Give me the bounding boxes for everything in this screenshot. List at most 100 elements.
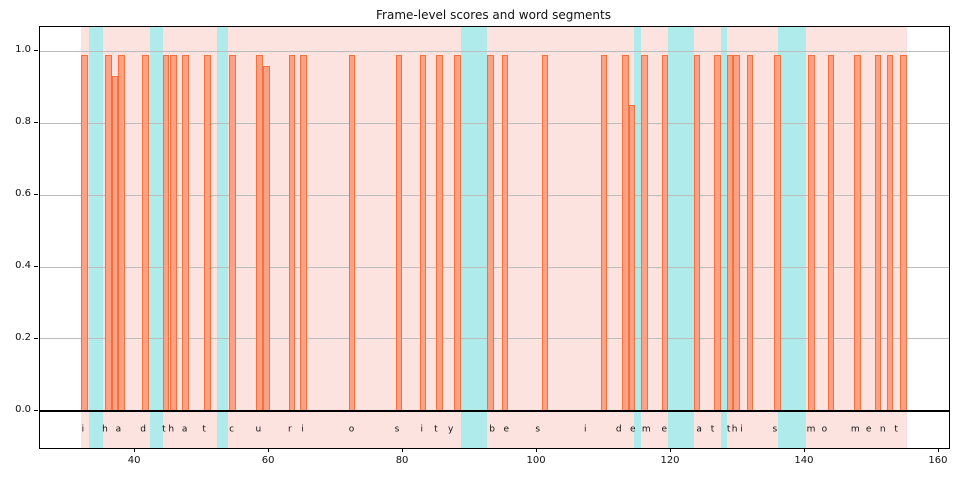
score-bar xyxy=(808,54,816,411)
score-bar xyxy=(104,54,112,411)
score-bar xyxy=(142,54,150,411)
y-tick xyxy=(34,337,38,339)
char-label: e xyxy=(865,424,872,435)
score-bar xyxy=(204,54,211,411)
score-bar xyxy=(453,54,461,411)
y-tick xyxy=(34,50,38,52)
y-tick xyxy=(34,194,38,196)
x-tick xyxy=(402,448,404,452)
x-tick xyxy=(937,448,939,452)
gridline xyxy=(40,194,949,196)
score-bar xyxy=(182,54,189,411)
score-bar xyxy=(600,54,608,411)
gridline xyxy=(40,338,949,340)
char-label: m xyxy=(806,424,816,435)
y-tick-label: 0.0 xyxy=(15,403,31,415)
char-label: i xyxy=(420,424,424,435)
y-tick-label: 0.6 xyxy=(15,188,31,200)
word-gap-span xyxy=(149,27,163,448)
char-label: u xyxy=(255,424,262,435)
score-bar xyxy=(169,54,177,411)
word-gap-span xyxy=(634,27,641,448)
score-bar xyxy=(661,54,669,411)
score-bar xyxy=(713,54,721,411)
x-tick xyxy=(670,448,671,452)
score-bar xyxy=(886,54,894,411)
score-bar xyxy=(733,54,740,411)
score-bar xyxy=(395,54,403,411)
char-label: e xyxy=(630,424,636,435)
char-label: i xyxy=(81,424,85,435)
char-label: d xyxy=(615,424,622,435)
y-tick xyxy=(34,266,38,267)
x-tick xyxy=(803,448,805,452)
char-label: a xyxy=(696,424,702,435)
score-bar xyxy=(256,54,264,411)
score-bar xyxy=(299,54,307,411)
char-label: m xyxy=(641,424,651,435)
score-bar xyxy=(419,54,427,411)
score-bar xyxy=(726,54,734,411)
char-label: r xyxy=(287,424,292,435)
char-label: m xyxy=(850,424,860,435)
char-label: t xyxy=(710,424,715,435)
char-label: o xyxy=(821,424,828,435)
y-tick-label: 1.0 xyxy=(15,44,31,56)
score-bar xyxy=(640,54,648,411)
x-tick xyxy=(134,448,136,452)
x-tick-label: 60 xyxy=(261,455,275,466)
x-tick xyxy=(536,448,538,452)
word-segment-span xyxy=(487,27,635,448)
zero-baseline xyxy=(40,409,949,412)
score-bar xyxy=(118,54,126,411)
score-bar xyxy=(693,54,701,411)
word-gap-span xyxy=(777,27,806,448)
char-label: h xyxy=(168,424,175,435)
score-bar xyxy=(162,54,170,411)
char-label: h xyxy=(731,424,738,435)
x-tick-label: 140 xyxy=(794,455,814,466)
char-label: i xyxy=(740,424,743,435)
char-label: s xyxy=(535,424,541,435)
word-gap-span xyxy=(216,27,228,448)
y-tick-label: 0.8 xyxy=(15,116,31,128)
score-bar xyxy=(348,54,356,411)
char-label: s xyxy=(772,424,778,435)
char-label: t xyxy=(434,424,438,435)
score-bar xyxy=(487,54,495,411)
score-bar xyxy=(80,54,88,411)
char-label: e xyxy=(661,424,668,435)
y-tick xyxy=(34,409,38,411)
y-tick xyxy=(34,122,38,124)
char-label: b xyxy=(489,424,495,435)
char-label: t xyxy=(894,424,898,435)
char-label: t xyxy=(202,424,206,435)
score-bar xyxy=(900,54,907,411)
char-label: e xyxy=(503,424,509,435)
char-label: t xyxy=(726,424,731,435)
x-tick-label: 40 xyxy=(127,455,141,466)
score-bar xyxy=(853,54,861,411)
score-bar xyxy=(501,54,509,411)
x-tick-label: 160 xyxy=(928,455,948,466)
chart-title: Frame-level scores and word segments xyxy=(376,8,611,22)
char-label: h xyxy=(102,424,108,435)
word-gap-span xyxy=(461,27,488,448)
char-label: i xyxy=(301,424,304,435)
char-label: y xyxy=(447,424,454,435)
word-gap-span xyxy=(667,27,694,448)
score-bar xyxy=(628,105,636,411)
score-bar xyxy=(622,54,629,411)
char-label: o xyxy=(348,424,355,435)
word-gap-span xyxy=(89,27,103,448)
score-bar xyxy=(774,54,781,411)
score-bar xyxy=(111,76,119,411)
score-bar xyxy=(746,54,754,411)
y-tick-label: 0.2 xyxy=(15,331,31,343)
char-label: s xyxy=(394,424,400,435)
char-label: t xyxy=(162,424,166,435)
score-bar xyxy=(228,54,236,411)
score-bar xyxy=(435,54,443,411)
x-tick xyxy=(268,448,270,452)
